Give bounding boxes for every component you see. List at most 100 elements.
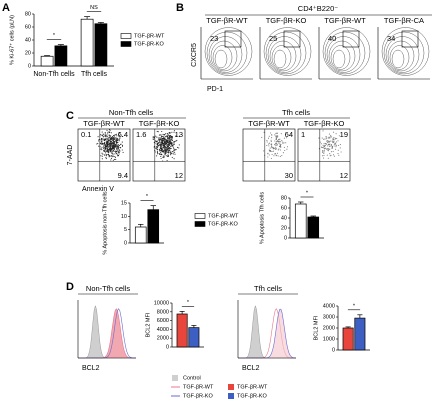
event [272, 150, 274, 152]
event [101, 146, 103, 148]
event [171, 156, 173, 158]
gate [401, 30, 419, 48]
event [276, 144, 278, 146]
event [338, 154, 340, 156]
event [112, 145, 114, 147]
event [115, 142, 118, 144]
event [170, 147, 172, 150]
event [101, 152, 103, 154]
event [108, 139, 110, 141]
event [330, 151, 332, 153]
event [162, 147, 165, 149]
event [164, 150, 166, 152]
event [167, 139, 170, 141]
event [279, 144, 282, 146]
event [119, 150, 121, 152]
event [162, 151, 165, 153]
event [169, 143, 171, 145]
legend-label: Control [183, 375, 201, 381]
contour [332, 49, 346, 69]
y-tick-label: 40 [25, 37, 31, 43]
event [159, 138, 161, 140]
event [116, 147, 118, 149]
event [276, 132, 279, 134]
event [334, 144, 336, 146]
event [111, 144, 113, 146]
event [108, 143, 110, 145]
event [113, 135, 115, 137]
event [270, 141, 272, 143]
event [323, 150, 326, 152]
plot-title: TGF-βR-WT [83, 119, 125, 128]
y-axis-label: BCL2 MFI [313, 315, 319, 340]
event [164, 136, 167, 138]
event [164, 140, 166, 143]
event [105, 154, 107, 156]
event [121, 149, 123, 151]
contour [273, 49, 287, 69]
event [107, 145, 109, 147]
gate-value: 40 [328, 34, 336, 43]
event [97, 142, 99, 144]
event [276, 140, 278, 142]
event [118, 149, 121, 151]
event [160, 155, 162, 158]
quadrant-value: 19 [340, 130, 348, 139]
event [157, 145, 159, 147]
event [116, 144, 118, 146]
y-tick-label: 10000 [154, 300, 169, 306]
event [167, 154, 169, 156]
event [171, 137, 173, 139]
event [159, 145, 162, 147]
event [170, 136, 172, 138]
event [171, 131, 173, 133]
event [160, 154, 162, 156]
event [113, 148, 115, 150]
plot-title: TGF-βR-WT [206, 16, 248, 25]
event [116, 143, 118, 145]
event [121, 141, 123, 143]
event [107, 136, 109, 138]
event [161, 145, 163, 147]
event [113, 158, 116, 160]
event [271, 145, 273, 147]
event [168, 145, 170, 147]
event [168, 149, 170, 151]
event [114, 138, 116, 141]
event [121, 144, 124, 146]
y-tick-label: 0 [332, 347, 335, 353]
event [274, 134, 276, 136]
event [335, 141, 338, 143]
gate-value: 25 [269, 34, 277, 43]
event [169, 137, 171, 139]
event [267, 137, 270, 139]
contour [383, 31, 425, 75]
event [118, 139, 120, 141]
event [330, 145, 332, 147]
event [109, 144, 111, 146]
y-tick-label: 5 [124, 227, 127, 233]
group-title: Non-Tfh cells [109, 108, 153, 117]
quadrant-value: 1.6 [136, 130, 146, 139]
event [162, 155, 164, 157]
event [101, 155, 103, 157]
y-tick-label: 60 [25, 24, 31, 30]
event [172, 153, 174, 155]
significance-label: NS [90, 5, 98, 11]
event [170, 154, 172, 156]
event [118, 148, 120, 150]
contour [322, 27, 371, 76]
event [156, 144, 158, 146]
event [332, 140, 334, 143]
event [157, 131, 159, 133]
y-tick-label: 1000 [323, 336, 335, 342]
legend-swatch [194, 213, 206, 219]
y-axis-label: BCL2 MFI [145, 312, 151, 337]
event [169, 128, 171, 130]
event [163, 138, 165, 140]
event [164, 142, 166, 144]
event [100, 155, 102, 157]
bar [354, 317, 366, 351]
event [285, 142, 287, 144]
bar [342, 327, 354, 351]
